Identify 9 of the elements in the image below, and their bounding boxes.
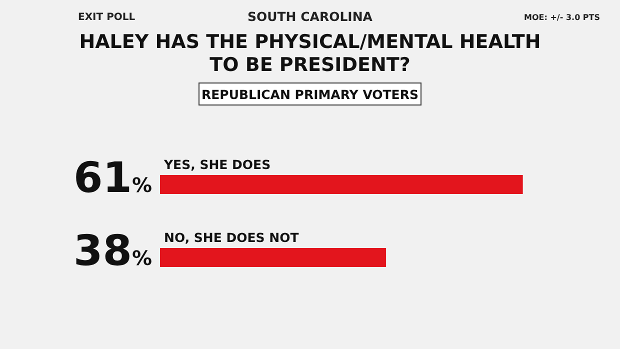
data-label: 61% <box>74 153 152 202</box>
text: EXIT POLL <box>78 12 136 23</box>
text: SOUTH CAROLINA <box>248 9 373 24</box>
y-tick-label: NO, SHE DOES NOT <box>164 230 300 245</box>
text: MOE: +/- 3.0 PTS <box>524 13 600 22</box>
chart-title: HALEY HAS THE PHYSICAL/MENTAL HEALTH TO BE PRESIDENT? <box>79 31 541 76</box>
data-label: 38% <box>74 226 152 275</box>
y-tick-label: YES, SHE DOES <box>163 157 271 172</box>
chart-subtitle: REPUBLICAN PRIMARY VOTERS <box>202 87 418 102</box>
